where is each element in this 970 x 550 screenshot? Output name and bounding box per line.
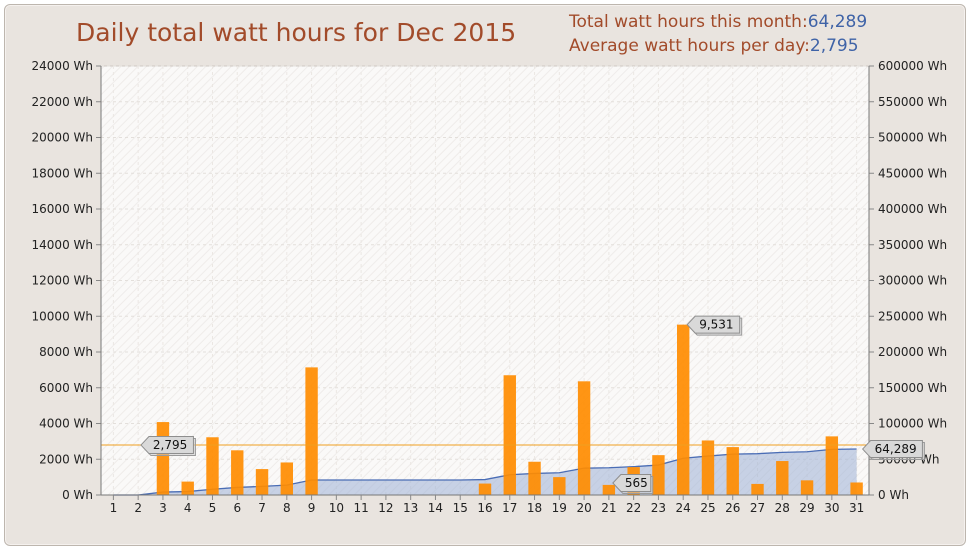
daily-bar: [305, 367, 318, 495]
callout-label: 9,531: [699, 318, 733, 332]
left-axis-tick-label: 20000 Wh: [32, 131, 93, 145]
callout-label: 64,289: [875, 442, 917, 456]
daily-average-summary: Average watt hours per day:2,795: [569, 36, 859, 56]
x-axis-tick-label: 7: [258, 501, 266, 515]
left-axis-tick-label: 14000 Wh: [32, 238, 93, 252]
left-axis-tick-label: 18000 Wh: [32, 166, 93, 180]
x-axis-tick-label: 3: [159, 501, 167, 515]
x-axis-tick-label: 21: [601, 501, 616, 515]
x-axis-tick-label: 15: [453, 501, 468, 515]
daily-bar: [726, 447, 739, 495]
callout-565: 565: [612, 474, 654, 494]
right-axis-tick-label: 200000 Wh: [878, 345, 947, 359]
left-axis-tick-label: 8000 Wh: [39, 345, 93, 359]
x-axis-tick-label: 22: [626, 501, 641, 515]
x-axis-tick-label: 27: [750, 501, 765, 515]
daily-bar: [577, 381, 591, 495]
x-axis-tick-label: 23: [651, 501, 666, 515]
x-axis-tick-label: 24: [676, 501, 691, 515]
x-axis-tick-label: 28: [775, 501, 790, 515]
monthly-total-summary: Total watt hours this month:64,289: [569, 12, 867, 32]
daily-bar: [677, 324, 690, 495]
daily-bar: [751, 483, 764, 495]
x-axis-tick-label: 11: [353, 501, 368, 515]
right-axis-tick-label: 400000 Wh: [878, 202, 947, 216]
right-axis-tick-label: 350000 Wh: [878, 238, 947, 252]
daily-bar: [701, 440, 715, 495]
right-axis-tick-label: 550000 Wh: [878, 95, 947, 109]
left-axis-tick-label: 0 Wh: [62, 488, 93, 502]
callout-box: [686, 315, 741, 334]
x-axis-tick-label: 19: [552, 501, 567, 515]
daily-bar: [231, 450, 244, 495]
monthly-total-value: 64,289: [807, 12, 868, 32]
daily-bar: [503, 375, 516, 495]
x-axis-tick-label: 1: [110, 501, 118, 515]
x-axis-tick-label: 12: [378, 501, 393, 515]
callout-box: [861, 440, 923, 459]
daily-bar: [825, 436, 839, 495]
right-axis-tick-label: 300000 Wh: [878, 274, 947, 288]
x-axis-tick-label: 26: [725, 501, 740, 515]
x-axis-tick-label: 9: [308, 501, 316, 515]
right-axis-tick-label: 600000 Wh: [878, 59, 947, 73]
daily-bar: [652, 455, 665, 495]
x-axis-tick-label: 17: [502, 501, 517, 515]
callout-box: [140, 436, 194, 455]
daily-average-label: Average watt hours per day:: [569, 36, 810, 56]
daily-bar: [553, 477, 566, 495]
x-axis-tick-label: 13: [403, 501, 418, 515]
right-axis-tick-label: 500000 Wh: [878, 131, 947, 145]
daily-bar: [280, 462, 293, 495]
left-axis-tick-label: 6000 Wh: [39, 381, 93, 395]
callout-64289: 64,289: [861, 440, 925, 461]
right-axis-tick-label: 450000 Wh: [878, 166, 947, 180]
daily-bar: [800, 480, 814, 495]
left-axis-tick-label: 2000 Wh: [39, 452, 93, 466]
left-axis-tick-label: 16000 Wh: [32, 202, 93, 216]
callout-label: 565: [625, 476, 648, 490]
right-axis-tick-label: 150000 Wh: [878, 381, 947, 395]
daily-bar: [602, 484, 616, 495]
right-axis-tick-label: 250000 Wh: [878, 309, 947, 323]
x-axis-tick-label: 30: [824, 501, 839, 515]
daily-bar: [156, 422, 170, 495]
callout-box: [612, 474, 652, 492]
daily-average-value: 2,795: [809, 36, 859, 56]
x-axis-tick-label: 16: [477, 501, 492, 515]
daily-bar: [181, 481, 194, 495]
left-axis-tick-label: 4000 Wh: [39, 417, 93, 431]
callout-2795: 2,795: [140, 436, 196, 457]
x-axis-tick-label: 25: [700, 501, 715, 515]
right-axis-tick-label: 100000 Wh: [878, 417, 947, 431]
monthly-total-label: Total watt hours this month:: [569, 12, 808, 32]
left-axis-tick-label: 22000 Wh: [32, 95, 93, 109]
x-axis-tick-label: 14: [428, 501, 443, 515]
daily-bar: [206, 437, 219, 495]
callout-9531: 9,531: [686, 315, 743, 336]
x-axis-tick-label: 31: [849, 501, 864, 515]
right-axis-tick-label: 0 Wh: [878, 488, 909, 502]
daily-bar: [528, 461, 541, 495]
left-axis-tick-label: 24000 Wh: [32, 59, 93, 73]
x-axis-tick-label: 10: [329, 501, 344, 515]
daily-bar: [850, 482, 863, 495]
x-axis-tick-label: 2: [134, 501, 142, 515]
x-axis-tick-label: 5: [209, 501, 217, 515]
left-axis-tick-label: 12000 Wh: [32, 274, 93, 288]
chart-title: Daily total watt hours for Dec 2015: [76, 18, 517, 47]
x-axis-tick-label: 18: [527, 501, 542, 515]
x-axis-tick-label: 20: [576, 501, 591, 515]
x-axis-tick-label: 4: [184, 501, 192, 515]
left-axis-tick-label: 10000 Wh: [32, 309, 93, 323]
daily-bar: [478, 483, 492, 495]
daily-bar: [255, 469, 269, 495]
x-axis-tick-label: 6: [233, 501, 241, 515]
x-axis-tick-label: 29: [799, 501, 814, 515]
daily-bar: [776, 461, 789, 495]
callout-label: 2,795: [153, 438, 187, 452]
cumulative-area: [113, 449, 857, 495]
x-axis-tick-label: 8: [283, 501, 291, 515]
